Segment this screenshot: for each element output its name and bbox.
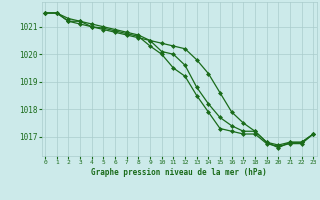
X-axis label: Graphe pression niveau de la mer (hPa): Graphe pression niveau de la mer (hPa) bbox=[91, 168, 267, 177]
